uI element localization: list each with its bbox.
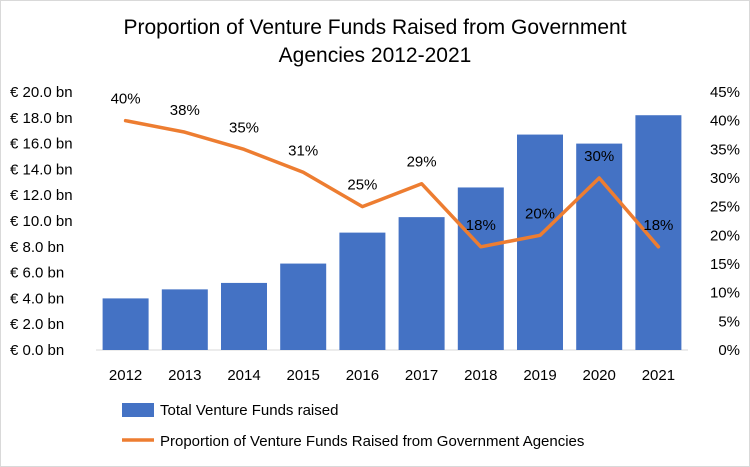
x-tick-label: 2021: [642, 367, 675, 384]
left-tick-label: € 12.0 bn: [10, 187, 73, 204]
line-data-labels: 40% 38% 35% 31% 25% 29% 18% 20% 30% 18%: [111, 91, 674, 234]
bar-2019: [517, 134, 563, 350]
data-label-2014: 35%: [229, 119, 259, 136]
x-tick-label: 2012: [109, 367, 142, 384]
left-tick-label: € 6.0 bn: [10, 265, 64, 282]
chart-title-line-2: Agencies 2012-2021: [278, 44, 472, 67]
legend-line-label: Proportion of Venture Funds Raised from …: [160, 433, 584, 450]
left-axis-ticks: € 0.0 bn € 2.0 bn € 4.0 bn € 6.0 bn € 8.0 bn…: [10, 84, 73, 359]
data-label-2020: 30%: [584, 148, 614, 165]
right-tick-label: 10%: [710, 285, 740, 302]
right-tick-label: 40%: [710, 113, 740, 130]
bar-2015: [280, 263, 327, 350]
line-series: [123, 118, 661, 249]
bar-2020: [576, 143, 623, 350]
right-tick-label: 30%: [710, 170, 740, 187]
right-tick-label: 0%: [718, 342, 740, 359]
bar-2012: [102, 298, 149, 350]
left-tick-label: € 4.0 bn: [10, 290, 64, 307]
chart-title: Proportion of Venture Funds Raised from …: [0, 14, 750, 70]
x-tick-label: 2017: [405, 367, 438, 384]
data-label-2016: 25%: [347, 177, 377, 194]
legend-bar-swatch: [122, 403, 154, 417]
left-tick-label: € 10.0 bn: [10, 213, 73, 230]
bar-2016: [339, 232, 386, 350]
data-label-2012: 40%: [111, 91, 141, 108]
bar-2021: [635, 115, 682, 350]
left-tick-label: € 20.0 bn: [10, 84, 73, 101]
data-label-2019: 20%: [525, 205, 555, 222]
bar-2014: [221, 282, 267, 350]
left-tick-label: € 8.0 bn: [10, 239, 64, 256]
left-tick-label: € 18.0 bn: [10, 110, 73, 127]
x-tick-label: 2015: [287, 367, 320, 384]
x-tick-label: 2014: [227, 367, 260, 384]
x-tick-label: 2020: [583, 367, 616, 384]
proportion-line: [123, 118, 661, 249]
left-tick-label: € 16.0 bn: [10, 136, 73, 153]
bar-2018: [457, 187, 504, 350]
chart-title-line-1: Proportion of Venture Funds Raised from …: [123, 16, 627, 39]
x-tick-label: 2016: [346, 367, 379, 384]
right-tick-label: 35%: [710, 141, 740, 158]
bar-2013: [161, 289, 208, 350]
legend: Total Venture Funds raised Proportion of …: [122, 402, 584, 450]
x-tick-label: 2019: [523, 367, 556, 384]
data-label-2018: 18%: [466, 217, 496, 234]
data-label-2013: 38%: [170, 102, 200, 119]
data-label-2015: 31%: [288, 142, 318, 159]
legend-bar-label: Total Venture Funds raised: [160, 402, 338, 419]
data-label-2017: 29%: [407, 154, 437, 171]
x-tick-label: 2013: [168, 367, 201, 384]
right-axis-ticks: 0% 5% 10% 15% 20% 25% 30% 35% 40% 45%: [710, 84, 740, 359]
data-label-2021: 18%: [643, 217, 673, 234]
left-tick-label: € 0.0 bn: [10, 342, 64, 359]
right-tick-label: 45%: [710, 84, 740, 101]
bar-series: [102, 115, 682, 350]
x-tick-label: 2018: [464, 367, 497, 384]
left-tick-label: € 2.0 bn: [10, 316, 64, 333]
x-axis-ticks: 2012 2013 2014 2015 2016 2017 2018 2019 2020 2021: [109, 367, 675, 384]
bar-2017: [398, 217, 445, 350]
right-tick-label: 15%: [710, 256, 740, 273]
right-tick-label: 5%: [718, 313, 740, 330]
right-tick-label: 20%: [710, 227, 740, 244]
left-tick-label: € 14.0 bn: [10, 161, 73, 178]
right-tick-label: 25%: [710, 199, 740, 216]
